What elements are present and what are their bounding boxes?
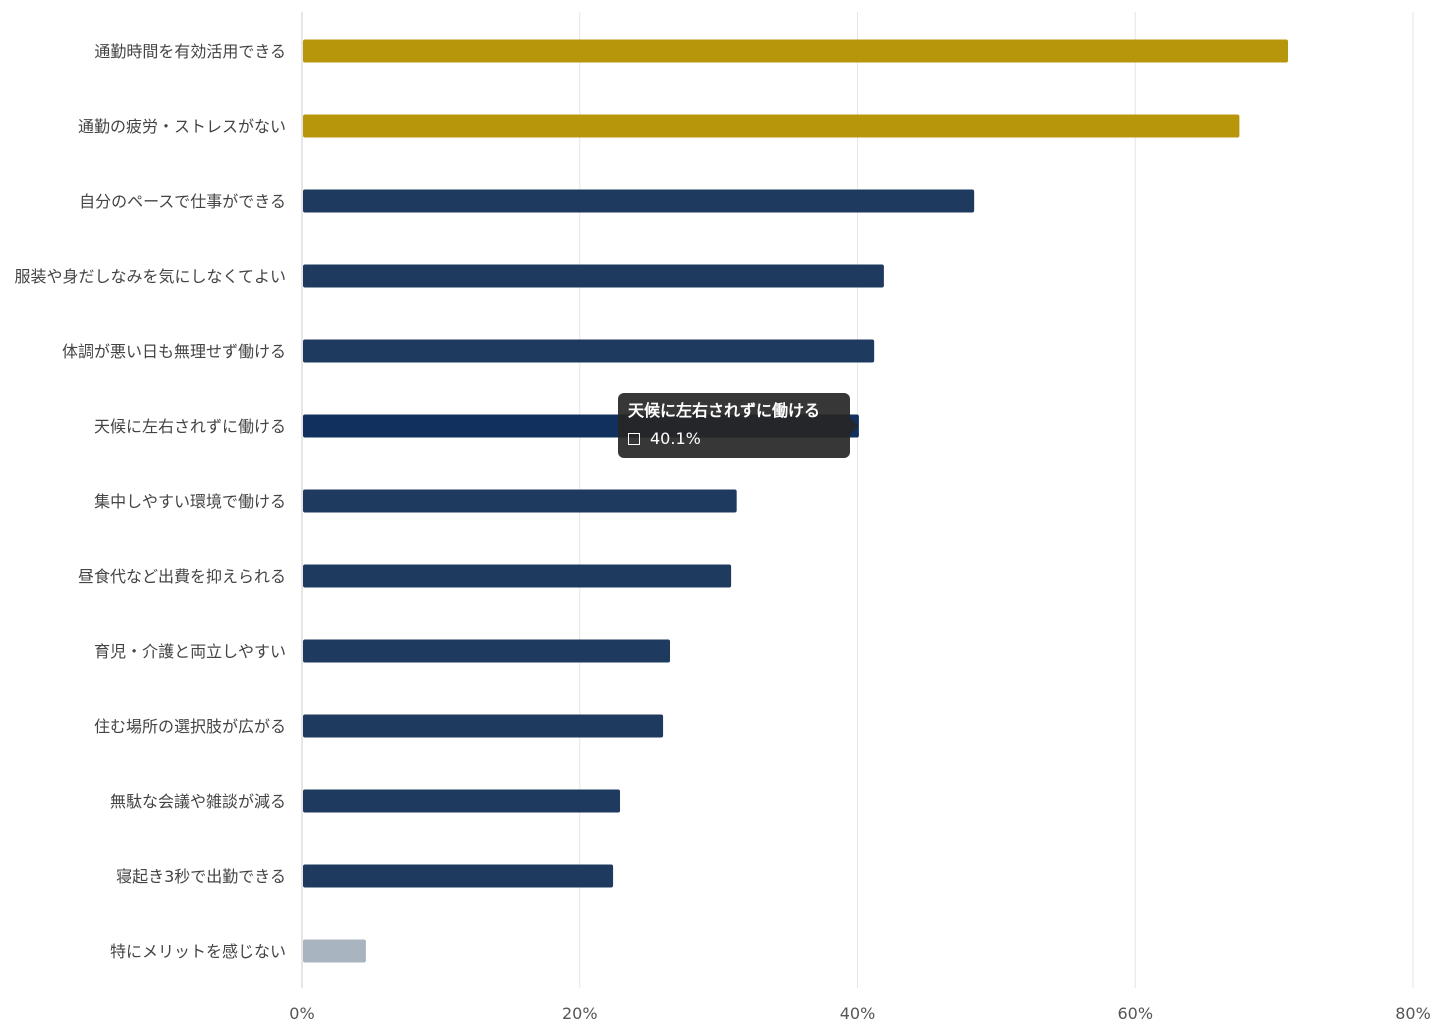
bar[interactable]: [303, 639, 671, 663]
bar[interactable]: [303, 714, 664, 738]
category-label: 服装や身だしなみを気にしなくてよい: [14, 267, 286, 286]
tooltip-swatch-icon: [628, 433, 640, 445]
x-tick-label: 0%: [289, 1004, 314, 1023]
category-label: 育児・介護と両立しやすい: [94, 642, 286, 661]
category-label: 通勤時間を有効活用できる: [94, 42, 286, 61]
category-label: 体調が悪い日も無理せず働ける: [62, 342, 286, 361]
bars: [303, 39, 1289, 963]
bar[interactable]: [303, 864, 614, 888]
tooltip: 天候に左右されずに働ける 40.1%: [618, 393, 850, 458]
bar[interactable]: [303, 564, 732, 588]
category-label: 天候に左右されずに働ける: [94, 417, 286, 436]
bar[interactable]: [303, 114, 1240, 138]
tooltip-arrow-icon: [850, 418, 858, 434]
bar[interactable]: [303, 39, 1289, 63]
tooltip-value: 40.1%: [650, 429, 701, 448]
category-label: 住む場所の選択肢が広がる: [94, 717, 286, 736]
bar[interactable]: [303, 264, 884, 288]
category-label: 寝起き3秒で出勤できる: [116, 867, 286, 886]
bar[interactable]: [303, 939, 366, 963]
tooltip-value-row: 40.1%: [628, 429, 840, 449]
bar[interactable]: [303, 789, 621, 813]
tooltip-title: 天候に左右されずに働ける: [628, 401, 821, 420]
category-labels: 通勤時間を有効活用できる通勤の疲労・ストレスがない自分のペースで仕事ができる服装…: [14, 42, 286, 961]
category-label: 昼食代など出費を抑えられる: [78, 567, 286, 586]
bar[interactable]: [303, 339, 875, 363]
category-label: 無駄な会議や雑談が減る: [110, 792, 286, 811]
x-tick-label: 60%: [1117, 1004, 1153, 1023]
category-label: 特にメリットを感じない: [110, 942, 286, 961]
x-axis-tick-labels: 0% 20% 40% 60% 80%: [289, 1004, 1430, 1023]
category-label: 集中しやすい環境で働ける: [94, 492, 286, 511]
bar[interactable]: [303, 189, 975, 213]
x-tick-label: 20%: [562, 1004, 598, 1023]
x-tick-label: 80%: [1395, 1004, 1431, 1023]
category-label: 自分のペースで仕事ができる: [79, 192, 286, 211]
category-label: 通勤の疲労・ストレスがない: [78, 117, 286, 136]
bar[interactable]: [303, 489, 737, 513]
x-tick-label: 40%: [840, 1004, 876, 1023]
